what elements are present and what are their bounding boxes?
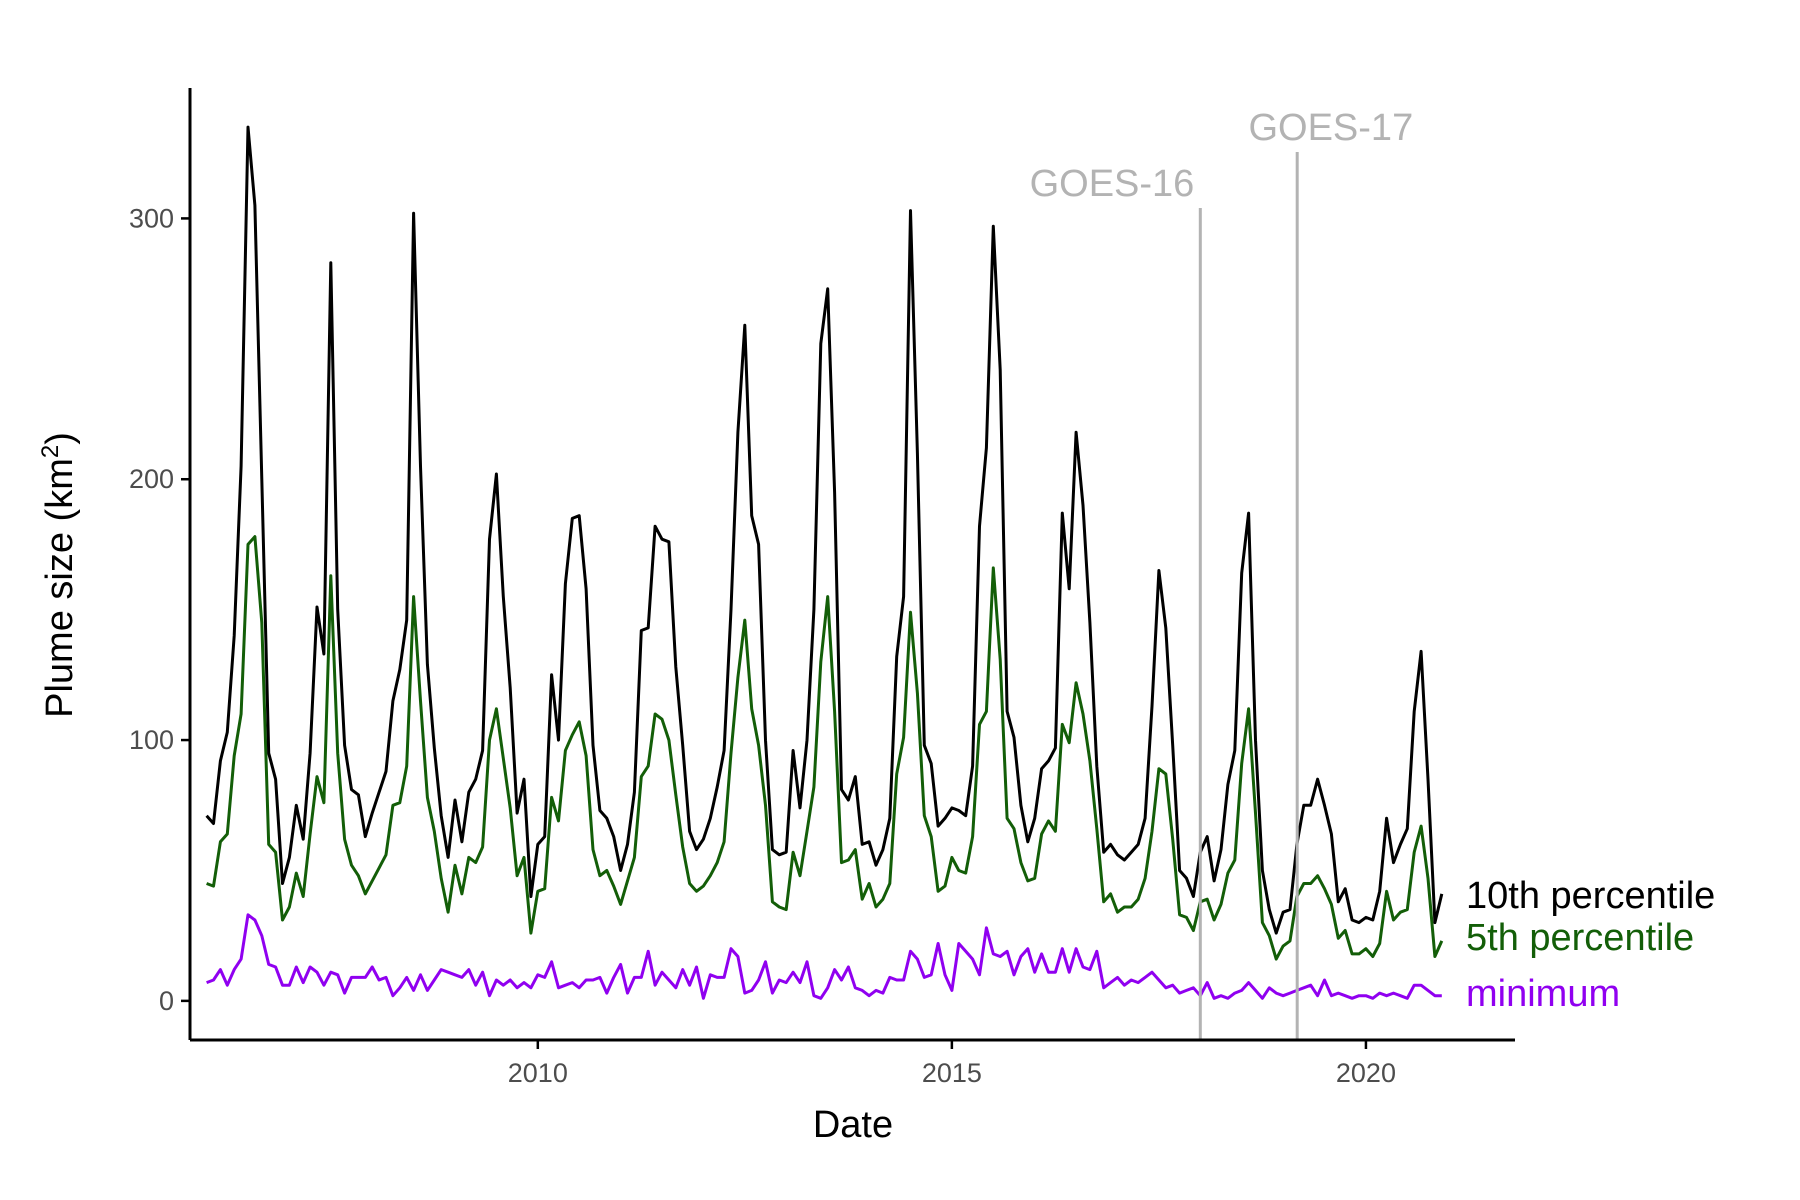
y-tick-label: 0 [159,986,174,1016]
y-axis-ticks: 0 100 200 300 [129,203,190,1016]
y-axis-title-superscript: 2 [37,445,64,458]
y-axis-title: Plume size (km2) [37,432,81,718]
x-axis-title: Date [813,1104,893,1146]
event-lines: GOES-16 GOES-17 [1030,107,1413,1040]
y-tick-label: 300 [129,203,174,233]
series-line-minimum [206,913,1442,1000]
series-line-5th-percentile [206,535,1444,961]
series-label-minimum: minimum [1466,973,1620,1015]
event-label-goes-16: GOES-16 [1030,163,1195,205]
series-label-5th-percentile: 5th percentile [1466,917,1694,959]
event-label-goes-17: GOES-17 [1248,107,1413,149]
x-tick-label: 2015 [922,1058,982,1088]
plot-area [205,125,1444,1000]
x-axis-ticks: 2010 2015 2020 [508,1040,1396,1088]
x-tick-label: 2010 [508,1058,568,1088]
y-axis-title-main: Plume size (km [39,458,81,718]
series-label-10th-percentile: 10th percentile [1466,875,1715,917]
series-line-10th-percentile [205,125,1444,935]
y-tick-label: 100 [129,725,174,755]
y-tick-label: 200 [129,464,174,494]
x-tick-label: 2020 [1336,1058,1396,1088]
y-axis-title-suffix: ) [39,432,81,445]
